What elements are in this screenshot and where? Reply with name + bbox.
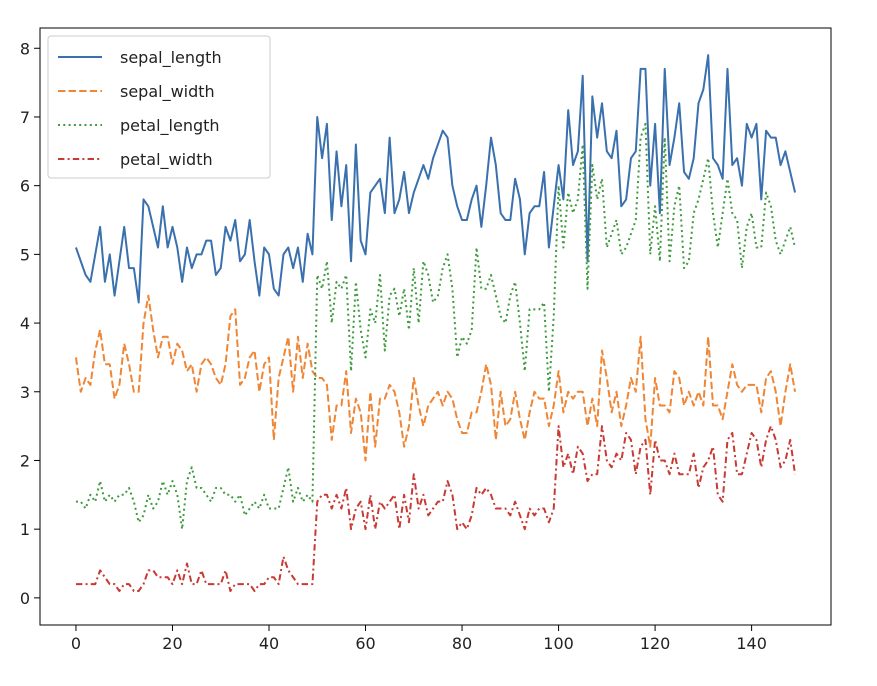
y-tick-label: 0 xyxy=(20,589,30,608)
x-tick-label: 140 xyxy=(736,634,767,653)
series-line-sepal-width xyxy=(74,294,797,462)
y-tick-label: 1 xyxy=(20,520,30,539)
legend-box xyxy=(47,35,271,179)
y-tick-label: 3 xyxy=(20,383,30,402)
legend: sepal_length sepal_width petal_length pe… xyxy=(47,35,271,179)
plot-frame xyxy=(39,27,832,626)
x-tick-label: 20 xyxy=(162,634,182,653)
legend-label-sepal-length: sepal_length xyxy=(120,48,222,68)
y-tick-label: 7 xyxy=(20,108,30,127)
legend-label-petal-length: petal_length xyxy=(120,116,220,136)
x-tick-label: 40 xyxy=(259,634,279,653)
y-tick-label: 6 xyxy=(20,177,30,196)
legend-label-sepal-width: sepal_width xyxy=(120,82,215,102)
legend-label-petal-width: petal_width xyxy=(120,150,213,170)
legend-entry-petal-length: petal_length xyxy=(58,116,220,136)
y-tick-label: 8 xyxy=(20,39,30,58)
x-tick-label: 80 xyxy=(452,634,472,653)
x-tick-label: 100 xyxy=(543,634,574,653)
series-line-petal-length xyxy=(75,122,797,531)
series-line-sepal-length xyxy=(75,54,797,304)
x-axis: 0 20 40 60 80 100 120 140 xyxy=(71,625,767,653)
x-tick-label: 0 xyxy=(71,634,81,653)
x-tick-label: 120 xyxy=(640,634,671,653)
legend-entry-sepal-width: sepal_width xyxy=(58,82,215,102)
y-axis: 0 1 2 3 4 5 6 7 8 xyxy=(20,39,40,608)
y-tick-label: 2 xyxy=(20,451,30,470)
y-tick-label: 4 xyxy=(20,314,30,333)
legend-entry-petal-width: petal_width xyxy=(58,150,213,170)
y-tick-label: 5 xyxy=(20,245,30,264)
x-tick-label: 60 xyxy=(355,634,375,653)
series-layer xyxy=(74,54,797,592)
legend-entry-sepal-length: sepal_length xyxy=(58,48,222,68)
